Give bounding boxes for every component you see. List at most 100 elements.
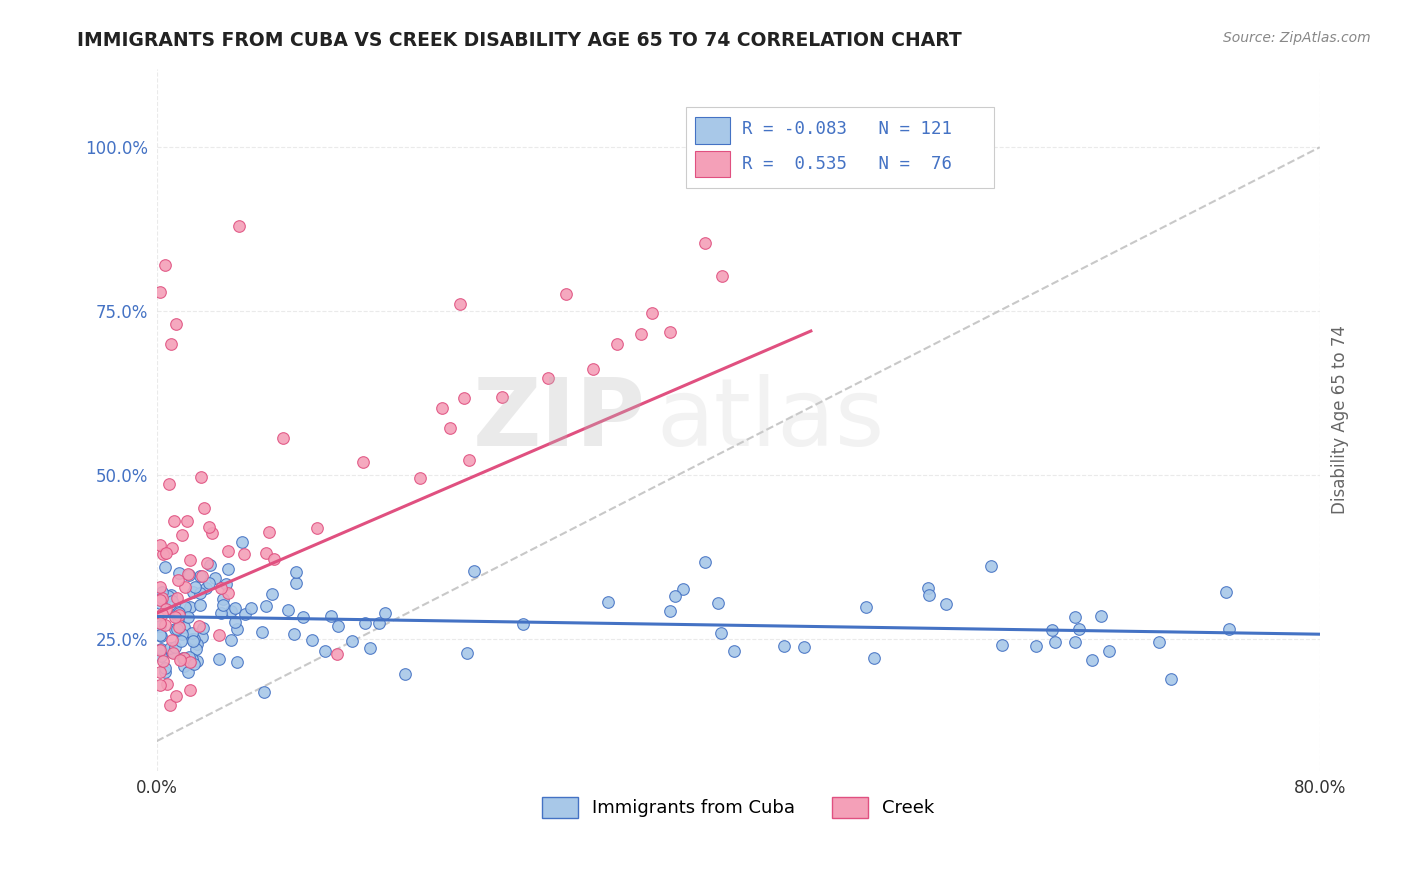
Point bbox=[209, 581, 232, 595]
Point bbox=[177, 610, 200, 624]
Point bbox=[150, 584, 173, 599]
Point bbox=[176, 665, 198, 679]
Point bbox=[190, 470, 212, 484]
Point bbox=[855, 600, 877, 615]
Point bbox=[439, 420, 461, 434]
Point bbox=[793, 640, 815, 654]
Point bbox=[179, 655, 201, 669]
Point bbox=[176, 514, 198, 528]
Point bbox=[231, 534, 253, 549]
Point bbox=[162, 646, 184, 660]
Point bbox=[367, 616, 389, 631]
Point bbox=[153, 665, 176, 679]
Point bbox=[180, 625, 202, 640]
Point bbox=[190, 569, 212, 583]
Point bbox=[157, 476, 180, 491]
Point bbox=[208, 652, 231, 666]
Point bbox=[1040, 623, 1063, 637]
Text: atlas: atlas bbox=[657, 374, 884, 466]
Point bbox=[163, 514, 186, 528]
Point bbox=[150, 591, 173, 605]
Point bbox=[181, 652, 204, 666]
Y-axis label: Disability Age 65 to 74: Disability Age 65 to 74 bbox=[1331, 326, 1348, 514]
Point bbox=[285, 575, 308, 590]
Point bbox=[233, 547, 256, 561]
Point bbox=[212, 598, 235, 612]
Point bbox=[1067, 622, 1090, 636]
Point bbox=[582, 361, 605, 376]
Text: R =  0.535   N =  76: R = 0.535 N = 76 bbox=[741, 155, 952, 173]
Point bbox=[1090, 608, 1112, 623]
Point bbox=[150, 649, 173, 664]
Point bbox=[186, 637, 208, 651]
Point bbox=[148, 643, 170, 657]
Point bbox=[226, 622, 249, 636]
Point bbox=[354, 616, 377, 631]
Point bbox=[456, 646, 478, 660]
Bar bbox=[695, 151, 730, 178]
Point bbox=[772, 639, 794, 653]
Point bbox=[159, 588, 181, 602]
Point bbox=[394, 667, 416, 681]
Point bbox=[225, 656, 247, 670]
Point bbox=[240, 601, 263, 615]
Point bbox=[658, 604, 681, 618]
Point bbox=[172, 651, 194, 665]
Point bbox=[224, 615, 246, 629]
Point bbox=[1064, 635, 1087, 649]
Point bbox=[291, 609, 314, 624]
Point bbox=[254, 546, 277, 560]
Point bbox=[150, 607, 173, 621]
Point bbox=[170, 627, 193, 641]
Point bbox=[198, 558, 221, 572]
Point bbox=[314, 644, 336, 658]
Point bbox=[188, 586, 211, 600]
Point bbox=[252, 624, 274, 639]
Point bbox=[149, 616, 172, 631]
Point bbox=[211, 592, 233, 607]
Point bbox=[172, 528, 194, 542]
Point bbox=[641, 306, 664, 320]
Text: Source: ZipAtlas.com: Source: ZipAtlas.com bbox=[1223, 31, 1371, 45]
Point bbox=[184, 581, 207, 595]
Point bbox=[183, 657, 205, 672]
Point bbox=[1160, 672, 1182, 686]
Point bbox=[148, 665, 170, 680]
Point bbox=[156, 676, 179, 690]
Point bbox=[707, 596, 730, 610]
Point bbox=[218, 562, 240, 576]
Point bbox=[160, 594, 183, 608]
Point bbox=[449, 297, 471, 311]
Point bbox=[190, 630, 212, 644]
Point bbox=[169, 619, 191, 633]
Point bbox=[672, 582, 695, 596]
Point bbox=[148, 593, 170, 607]
Point bbox=[179, 599, 201, 614]
Point bbox=[167, 573, 190, 587]
Point bbox=[181, 584, 204, 599]
Point bbox=[195, 581, 218, 595]
Point bbox=[148, 619, 170, 633]
Point bbox=[165, 610, 187, 624]
Point bbox=[277, 603, 299, 617]
Point bbox=[166, 622, 188, 636]
Point bbox=[1097, 644, 1119, 658]
Point bbox=[1147, 634, 1170, 648]
Point bbox=[262, 587, 284, 601]
Point bbox=[169, 606, 191, 620]
Point bbox=[188, 619, 211, 633]
Point bbox=[173, 599, 195, 614]
Point bbox=[155, 546, 177, 560]
Point bbox=[186, 655, 208, 669]
Point bbox=[991, 638, 1014, 652]
Point bbox=[305, 521, 328, 535]
Point bbox=[606, 336, 628, 351]
Point bbox=[217, 586, 239, 600]
Point bbox=[181, 633, 204, 648]
Point bbox=[301, 632, 323, 647]
Point bbox=[148, 285, 170, 299]
Point bbox=[285, 565, 308, 579]
Point bbox=[165, 607, 187, 622]
Point bbox=[149, 678, 172, 692]
Point bbox=[155, 259, 177, 273]
